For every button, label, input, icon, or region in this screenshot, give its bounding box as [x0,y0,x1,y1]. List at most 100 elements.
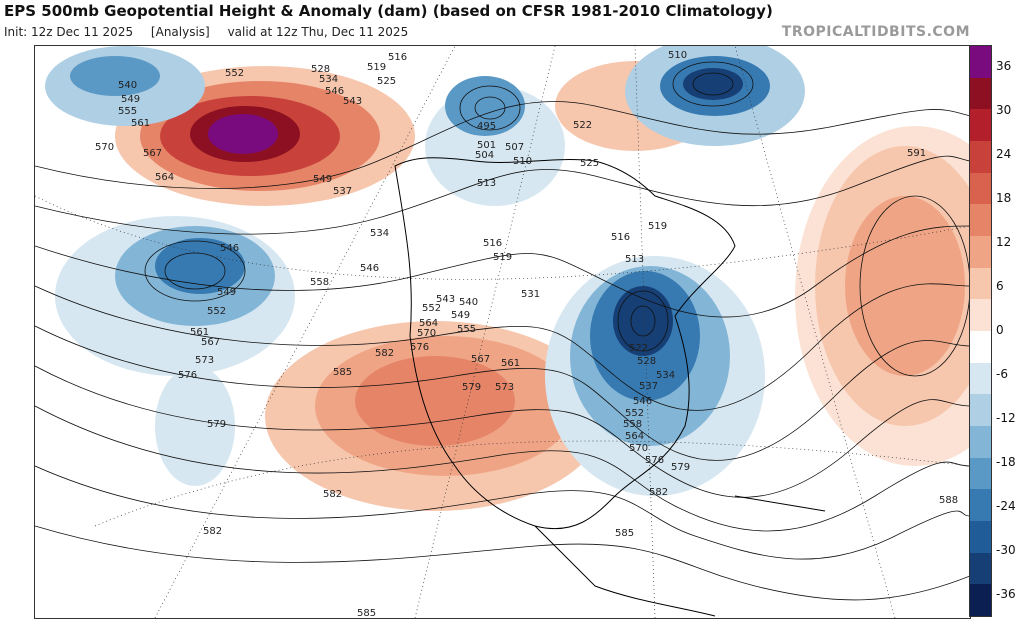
analysis-tag: [Analysis] [150,25,210,39]
colorbar-swatch [970,172,991,205]
coastlines [394,157,826,617]
valid-time: valid at 12z Thu, Dec 11 2025 [227,25,409,39]
contour-label: 567 [201,337,220,348]
contour-label: 582 [203,526,222,537]
colorbar-tick-label: -36 [996,587,1016,601]
contour-label: 513 [477,178,496,189]
contour-label: 516 [388,52,407,63]
contour-label: 561 [190,327,209,338]
init-time: Init: 12z Dec 11 2025 [4,25,134,39]
contour-label: 522 [573,120,592,131]
contour-label: 576 [410,342,429,353]
contour-label: 510 [668,50,687,61]
contour-label: 516 [483,238,502,249]
colorbar-tick-label: 12 [996,235,1012,249]
contour-label: 522 [629,343,648,354]
colorbar-swatch [970,141,991,174]
colorbar-tick-label: -6 [996,367,1008,381]
contour-label: 555 [457,324,476,335]
contour-label: 516 [611,232,630,243]
contour-label: 495 [477,121,496,132]
colorbar-swatch [970,331,991,364]
colorbar-tick-label: 6 [996,279,1004,293]
contour-label: 570 [95,142,114,153]
contour-label: 552 [625,408,644,419]
contour-label: 585 [333,367,352,378]
contour-label: 543 [343,96,362,107]
graticule [35,46,970,618]
contour-label: 546 [360,263,379,274]
contour-label: 585 [615,528,634,539]
colorbar-swatch [970,584,991,617]
colorbar-swatch [970,394,991,427]
contour-label: 507 [505,142,524,153]
contour-label: 510 [513,156,532,167]
contour-label: 546 [325,86,344,97]
contour-label: 558 [623,419,642,430]
contour-label: 540 [118,80,137,91]
anomaly-map: 540 549 555 561 570 567 564 552 528 534 … [35,46,970,618]
colorbar-swatch [970,236,991,269]
contour-label: 579 [207,419,226,430]
contour-label: 585 [357,608,376,618]
colorbar-swatch [970,267,991,300]
colorbar-swatch [970,521,991,554]
colorbar-tick-label: 30 [996,103,1012,117]
contour-label: 504 [475,150,494,161]
contour-label: 528 [637,356,656,367]
contour-label: 549 [313,174,332,185]
contour-label: 519 [493,252,512,263]
contour-label: 537 [639,381,658,392]
contour-label: 549 [121,94,140,105]
contour-label: 558 [310,277,329,288]
contour-label: 582 [649,487,668,498]
map-panel: 540 549 555 561 570 567 564 552 528 534 … [34,45,971,619]
contour-label: 549 [217,287,236,298]
colorbar-swatch [970,457,991,490]
contour-label: 576 [178,370,197,381]
colorbar-swatch [970,204,991,237]
contour-label: 534 [370,228,389,239]
contour-label: 525 [580,158,599,169]
chart-subtitle: Init: 12z Dec 11 2025 [Analysis] valid a… [4,25,422,39]
contour-label: 549 [451,310,470,321]
colorbar-swatch [970,109,991,142]
contour-label: 552 [225,68,244,79]
colorbar-swatch [970,489,991,522]
contour-label: 540 [459,297,478,308]
chart-title: EPS 500mb Geopotential Height & Anomaly … [4,2,773,20]
colorbar-tick-label: -30 [996,543,1016,557]
contour-label: 537 [333,186,352,197]
contour-label: 579 [671,462,690,473]
colorbar-tick-label: -12 [996,411,1016,425]
contour-label: 564 [419,318,438,329]
colorbar-swatch [970,426,991,459]
contour-label: 579 [462,382,481,393]
brand-watermark: TROPICALTIDBITS.COM [781,24,970,40]
contour-label: 573 [195,355,214,366]
colorbar-tick-label: 0 [996,323,1004,337]
contour-label: 531 [521,289,540,300]
contour-label: 534 [656,370,675,381]
contour-label: 567 [471,354,490,365]
colorbar [969,45,992,617]
colorbar-tick-label: 18 [996,191,1012,205]
contour-label: 582 [323,489,342,500]
height-contours [35,61,970,601]
contour-labels: 540 549 555 561 570 567 564 552 528 534 … [95,50,958,618]
contour-label: 588 [939,495,958,506]
contour-label: 543 [436,294,455,305]
contour-label: 564 [155,172,174,183]
contour-label: 570 [417,328,436,339]
contour-label: 501 [477,140,496,151]
contour-label: 570 [629,443,648,454]
colorbar-swatch [970,77,991,110]
contour-label: 576 [645,455,664,466]
contour-label: 552 [422,303,441,314]
colorbar-swatch [970,299,991,332]
colorbar-tick-label: 36 [996,59,1012,73]
colorbar-swatch [970,552,991,585]
contour-label: 561 [131,118,150,129]
colorbar-swatch [970,46,991,79]
colorbar-tick-label: -18 [996,455,1016,469]
